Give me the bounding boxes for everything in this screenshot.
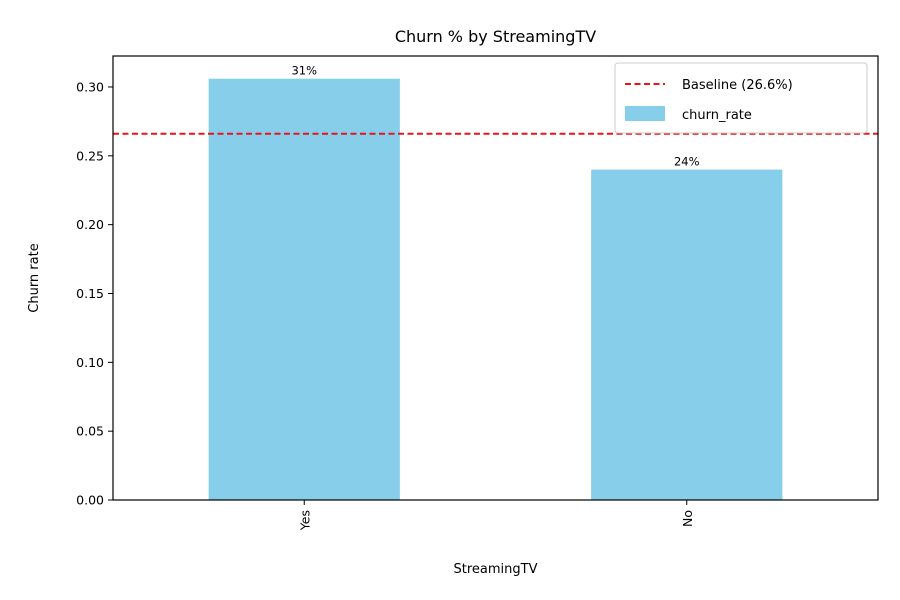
x-axis-label: StreamingTV <box>454 562 538 577</box>
bars-layer <box>208 78 783 500</box>
y-tick-label: 0.30 <box>76 79 104 94</box>
y-tick-label: 0.15 <box>76 286 104 301</box>
bar-no <box>591 169 783 500</box>
chart-title: Churn % by StreamingTV <box>395 27 596 46</box>
legend-baseline-label: Baseline (26.6%) <box>682 78 793 93</box>
y-axis-label: Churn rate <box>27 243 42 312</box>
x-axis: Yes No <box>297 500 695 531</box>
data-label-yes: 31% <box>291 64 317 78</box>
legend-box <box>614 62 868 134</box>
bar-yes <box>208 78 400 500</box>
data-label-no: 24% <box>674 155 700 169</box>
y-tick-label: 0.25 <box>76 148 104 163</box>
data-labels-layer: 31% 24% <box>291 64 699 169</box>
y-tick-label: 0.00 <box>76 493 104 508</box>
legend-series-label: churn_rate <box>682 108 752 123</box>
y-tick-label: 0.20 <box>76 217 104 232</box>
legend-series-swatch <box>625 106 665 121</box>
y-tick-label: 0.05 <box>76 424 104 439</box>
legend: Baseline (26.6%) churn_rate <box>614 62 868 134</box>
y-tick-label: 0.10 <box>76 355 104 370</box>
plot-frame <box>112 55 879 501</box>
x-tick-label-no: No <box>680 510 695 527</box>
y-axis: 0.00 0.05 0.10 0.15 0.20 0.25 0.30 <box>76 79 113 508</box>
x-tick-label-yes: Yes <box>297 510 312 531</box>
